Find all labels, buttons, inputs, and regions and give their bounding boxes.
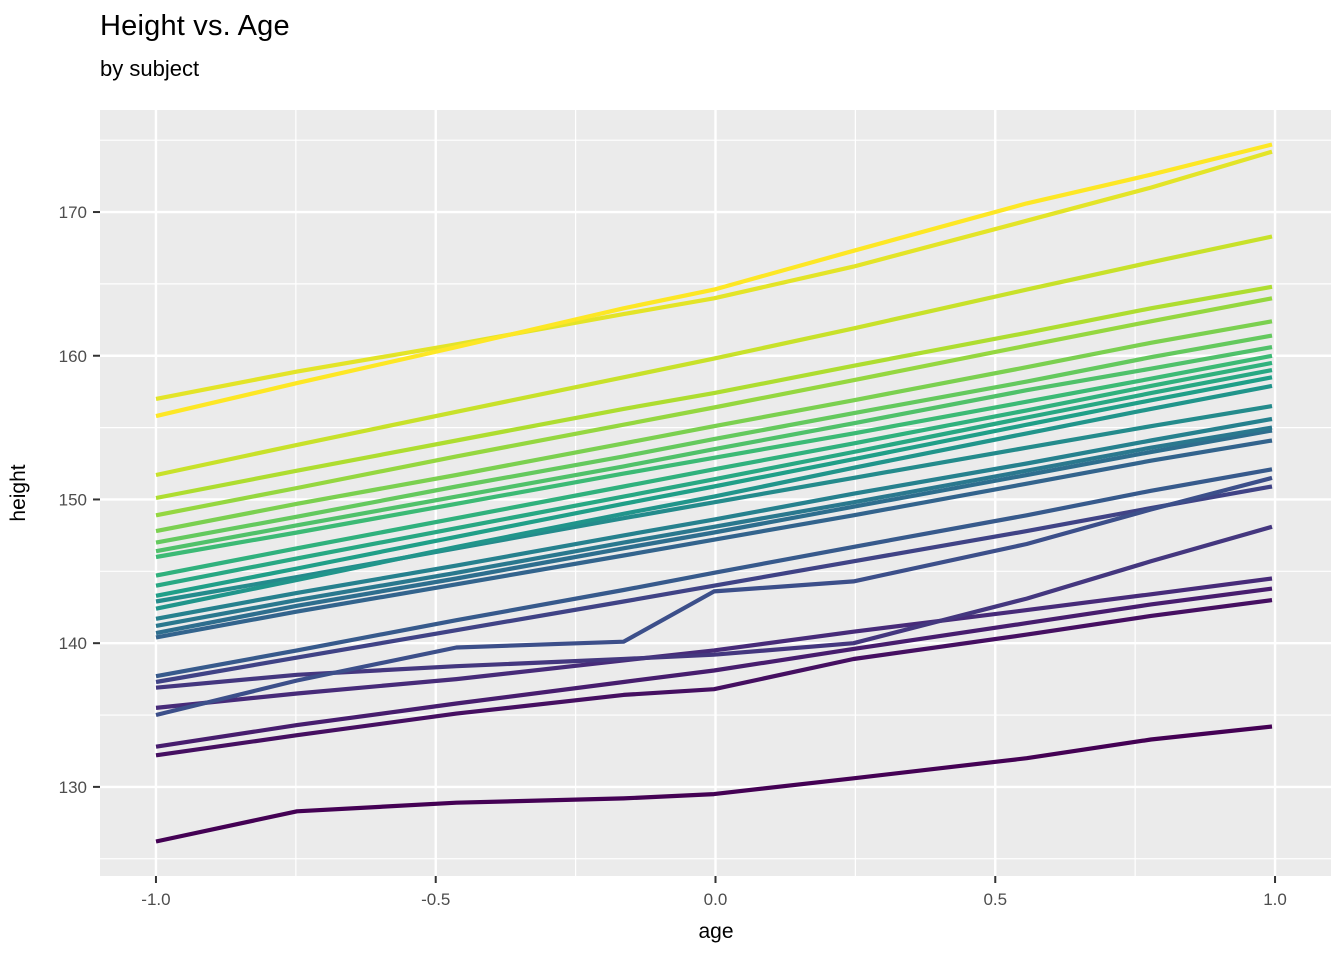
y-tick-label: 150	[59, 490, 87, 509]
x-tick-label: 0.0	[704, 890, 728, 909]
subject-line	[155, 428, 1273, 636]
y-tick-label: 170	[59, 203, 87, 222]
subject-line	[155, 484, 1273, 685]
subject-line	[155, 724, 1273, 844]
x-tick-label: -0.5	[421, 890, 450, 909]
subject-line	[155, 438, 1273, 640]
subject-line	[155, 149, 1273, 401]
subject-line	[155, 345, 1273, 554]
subject-line	[155, 368, 1273, 588]
x-axis-title: age	[698, 920, 733, 943]
y-axis-title: height	[7, 464, 30, 521]
plot-subtitle: by subject	[100, 56, 200, 81]
subject-line	[155, 353, 1273, 560]
subject-line	[155, 284, 1273, 501]
subject-line	[155, 142, 1273, 419]
plot-title: Height vs. Age	[100, 10, 290, 42]
subject-line	[155, 586, 1273, 749]
subject-line	[155, 333, 1273, 545]
subject-line	[155, 598, 1273, 758]
x-tick-label: -1.0	[141, 890, 170, 909]
subject-line	[155, 475, 1273, 718]
y-tick-label: 130	[59, 778, 87, 797]
subject-line	[155, 360, 1273, 578]
subject-line	[155, 296, 1273, 518]
subject-line	[155, 576, 1273, 710]
y-tick-label: 140	[59, 634, 87, 653]
subject-line	[155, 234, 1273, 478]
x-tick-label: 1.0	[1263, 890, 1287, 909]
subject-line	[155, 319, 1273, 534]
subject-line	[155, 425, 1273, 628]
subject-line	[155, 383, 1273, 611]
x-tick-label: 0.5	[983, 890, 1007, 909]
subject-line	[155, 416, 1273, 621]
subject-line	[155, 524, 1273, 690]
subject-line	[155, 375, 1273, 598]
y-tick-label: 160	[59, 347, 87, 366]
subject-line	[155, 467, 1273, 679]
